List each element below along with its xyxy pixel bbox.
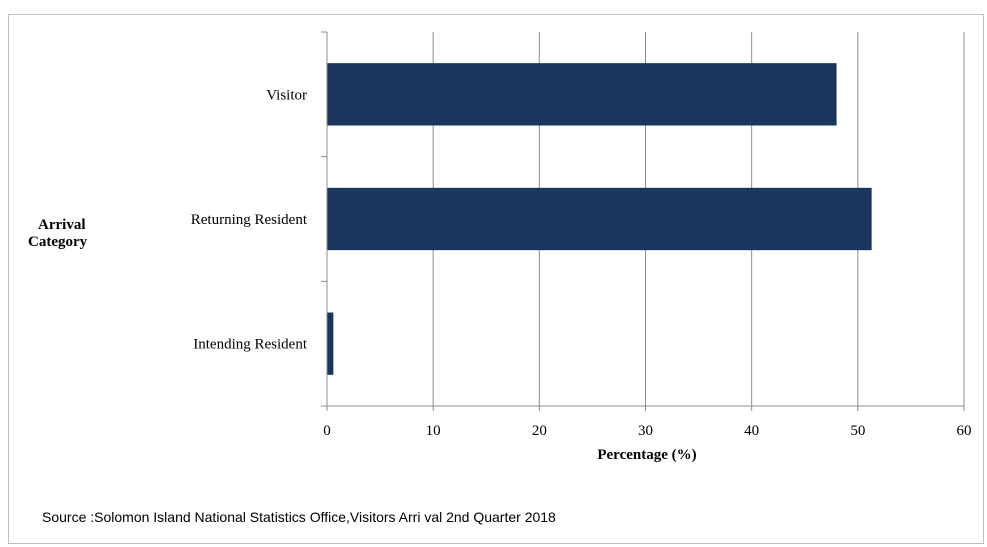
x-tick-label: 20 xyxy=(532,423,547,439)
bar xyxy=(328,313,334,375)
tick-labels: 0 10 20 30 40 50 60 xyxy=(323,423,971,439)
x-tick-label: 50 xyxy=(850,423,865,439)
y-axis-title-line2: Category xyxy=(28,234,88,250)
x-tick-label: 10 xyxy=(426,423,441,439)
category-labels: Visitor Returning Resident Intending Resid… xyxy=(191,87,308,352)
bar xyxy=(328,63,837,125)
source-note: Source :Solomon Island National Statisti… xyxy=(42,509,556,525)
x-tick-label: 60 xyxy=(957,423,972,439)
bars xyxy=(328,63,872,375)
category-label: Returning Resident xyxy=(191,212,308,228)
x-tick-label: 30 xyxy=(638,423,653,439)
x-tick-label: 0 xyxy=(323,423,331,439)
category-label: Visitor xyxy=(266,87,307,103)
bar xyxy=(328,188,872,250)
x-axis-title: Percentage (%) xyxy=(597,447,696,463)
category-label: Intending Resident xyxy=(193,337,308,353)
x-tick-label: 40 xyxy=(744,423,759,439)
y-axis-title-line1: Arrival xyxy=(38,217,85,233)
